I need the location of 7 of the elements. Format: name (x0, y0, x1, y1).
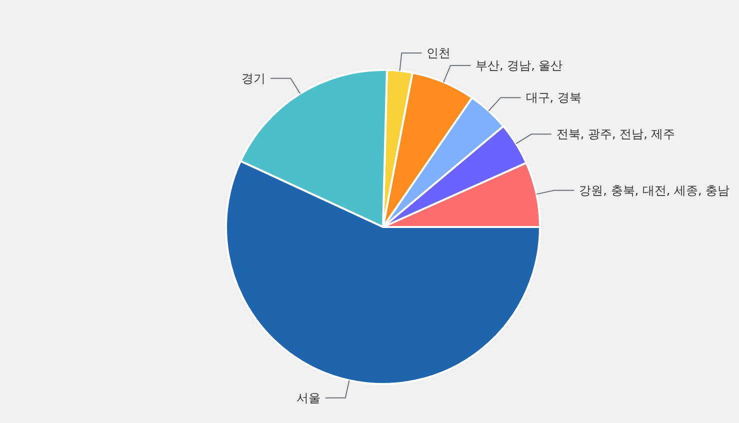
slice-label: 경기 (242, 71, 266, 86)
slice-label: 서울 (296, 390, 320, 405)
slice-label: 전북, 광주, 전남, 제주 (556, 127, 676, 142)
slice-label: 대구, 경북 (526, 90, 582, 105)
slice-label: 부산, 경남, 울산 (475, 58, 563, 73)
slice-label: 강원, 충북, 대전, 세종, 충남 (579, 183, 730, 198)
slice-label: 인천 (426, 46, 451, 60)
